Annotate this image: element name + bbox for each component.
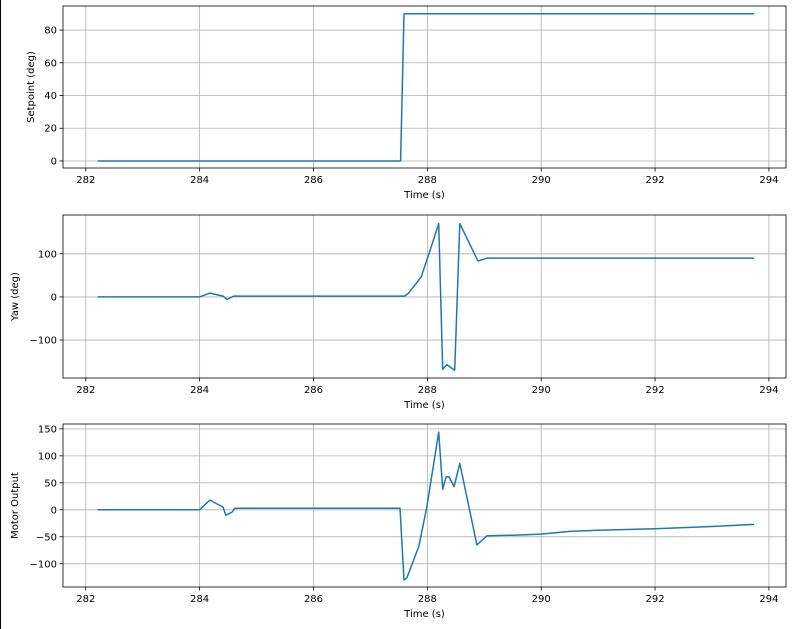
- y-tick-label: 0: [51, 156, 57, 167]
- x-tick-label: 288: [418, 385, 437, 396]
- x-tick-label: 290: [532, 385, 551, 396]
- x-tick-label: 294: [759, 385, 778, 396]
- subplot-3: 282 284 286 288 290 292 294 −100 −50 0 50 100 150 Tim…: [10, 423, 787, 620]
- y-axis-label: Motor Output: [10, 472, 21, 539]
- y-tick-label: −100: [30, 336, 57, 347]
- y-tick-label: 80: [44, 26, 57, 37]
- x-tick-label: 284: [190, 594, 209, 605]
- x-tick-label: 292: [646, 175, 665, 186]
- x-axis-label: Time (s): [403, 400, 445, 411]
- x-axis-label: Time (s): [403, 609, 445, 620]
- x-tick-label: 290: [532, 594, 551, 605]
- y-axis-label: Yaw (deg): [10, 272, 21, 322]
- x-tick-label: 284: [190, 175, 209, 186]
- x-axis-label: Time (s): [403, 190, 445, 201]
- series-line: [97, 12, 755, 162]
- y-tick-label: −100: [30, 559, 57, 570]
- y-tick-label: 150: [38, 424, 57, 435]
- x-tick-label: 282: [76, 594, 95, 605]
- x-tick-label: 284: [190, 385, 209, 396]
- y-tick-label: 100: [38, 451, 57, 462]
- y-tick-label: 50: [44, 478, 57, 489]
- series-line: [97, 431, 755, 581]
- y-tick-label: 40: [44, 91, 57, 102]
- x-tick-label: 292: [646, 385, 665, 396]
- axes-frame: [62, 214, 787, 379]
- axes-frame: [62, 5, 787, 169]
- y-tick-label: 20: [44, 124, 57, 135]
- y-tick-label: 100: [38, 249, 57, 260]
- x-tick-label: 282: [76, 385, 95, 396]
- x-tick-label: 286: [304, 385, 323, 396]
- x-tick-label: 282: [76, 175, 95, 186]
- subplot-2: 282 284 286 288 290 292 294 −100 0 100 Time (s) Yaw…: [10, 214, 787, 411]
- y-tick-label: 0: [51, 505, 57, 516]
- y-axis-label: Setpoint (deg): [26, 51, 37, 123]
- subplot-1: 282 284 286 288 290 292 294 0 20 40 60 80 Time (s) Se…: [26, 5, 787, 201]
- y-tick-label: 0: [51, 292, 57, 303]
- x-tick-label: 286: [304, 594, 323, 605]
- x-tick-label: 290: [532, 175, 551, 186]
- axes-frame: [62, 423, 787, 588]
- x-tick-label: 286: [304, 175, 323, 186]
- series-line: [97, 222, 755, 371]
- x-tick-label: 294: [759, 594, 778, 605]
- x-tick-label: 294: [759, 175, 778, 186]
- x-tick-label: 288: [418, 594, 437, 605]
- x-tick-label: 288: [418, 175, 437, 186]
- y-tick-label: 60: [44, 58, 57, 69]
- y-tick-label: −50: [36, 532, 57, 543]
- x-tick-label: 292: [646, 594, 665, 605]
